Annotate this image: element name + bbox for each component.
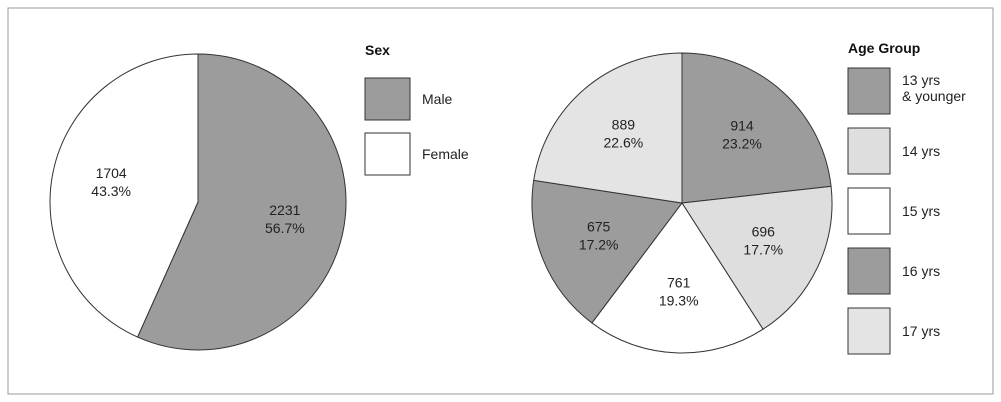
slice-percent: 17.2% bbox=[579, 237, 619, 253]
slice-value: 696 bbox=[752, 223, 776, 239]
slice-value: 889 bbox=[612, 116, 636, 132]
legend-swatch bbox=[847, 307, 891, 355]
slice-value: 675 bbox=[587, 219, 611, 235]
slice-value: 761 bbox=[667, 275, 691, 291]
legend-swatch bbox=[364, 77, 411, 121]
slice-value: 914 bbox=[730, 118, 754, 134]
legend-swatch bbox=[847, 67, 891, 115]
pie-slice bbox=[49, 53, 199, 338]
legend-title: Age Group bbox=[848, 40, 921, 56]
legend-label: Female bbox=[422, 146, 469, 162]
legend-swatch bbox=[847, 127, 891, 175]
legend-swatch bbox=[364, 132, 411, 176]
slice-percent: 56.7% bbox=[265, 220, 305, 236]
legend-swatch bbox=[847, 247, 891, 295]
pie-slice bbox=[681, 185, 833, 330]
slice-percent: 17.7% bbox=[743, 241, 783, 257]
legend-label: Male bbox=[422, 91, 453, 107]
slice-percent: 22.6% bbox=[604, 134, 644, 150]
legend-label: 13 yrs & younger bbox=[902, 72, 966, 104]
legend-swatch bbox=[847, 187, 891, 235]
slice-percent: 43.3% bbox=[91, 183, 131, 199]
legend-title: Sex bbox=[365, 42, 390, 58]
legend-label: 17 yrs bbox=[902, 323, 941, 339]
slice-value: 2231 bbox=[269, 202, 300, 218]
legend-label: 15 yrs bbox=[902, 203, 941, 219]
slice-percent: 19.3% bbox=[659, 293, 699, 309]
slice-percent: 23.2% bbox=[722, 136, 762, 152]
slice-value: 1704 bbox=[96, 165, 127, 181]
pie-slice bbox=[531, 179, 683, 324]
pie-slice bbox=[681, 52, 832, 204]
legend-label: 14 yrs bbox=[902, 143, 941, 159]
pie-slice bbox=[591, 202, 764, 354]
legend-label: 16 yrs bbox=[902, 263, 941, 279]
pie-slice bbox=[533, 52, 683, 204]
pie-slice bbox=[136, 53, 347, 351]
